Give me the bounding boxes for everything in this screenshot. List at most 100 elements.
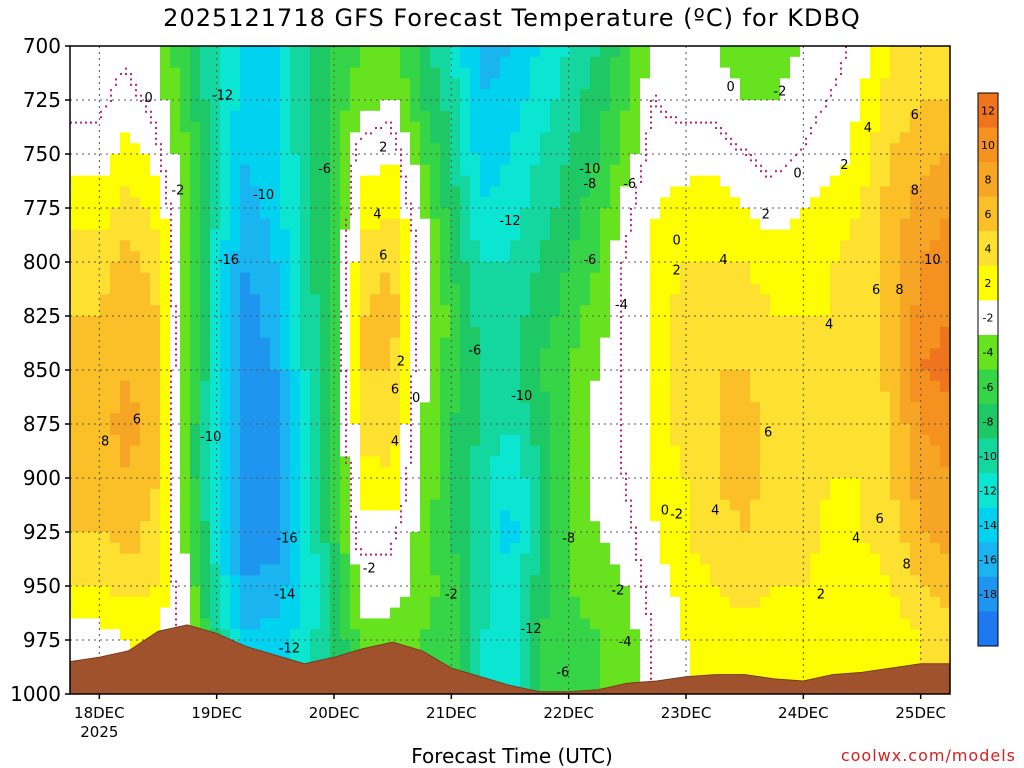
temperature-cell [440, 629, 451, 641]
temperature-cell [370, 467, 381, 479]
temperature-cell [390, 208, 401, 220]
temperature-cell [300, 553, 311, 565]
temperature-cell [770, 521, 781, 533]
temperature-cell [510, 521, 521, 533]
temperature-cell [880, 467, 891, 479]
temperature-cell [380, 413, 391, 425]
temperature-cell [690, 46, 701, 58]
temperature-cell [550, 380, 561, 393]
temperature-cell [530, 391, 541, 403]
temperature-cell [80, 110, 91, 123]
temperature-cell [630, 424, 641, 436]
temperature-cell [400, 132, 411, 144]
temperature-cell [600, 78, 611, 90]
temperature-cell [860, 208, 871, 220]
temperature-cell [210, 240, 221, 252]
temperature-cell [300, 294, 311, 306]
temperature-cell [490, 186, 501, 198]
temperature-cell [790, 283, 801, 295]
temperature-cell [500, 434, 511, 447]
temperature-cell [710, 272, 721, 285]
temperature-cell [800, 89, 811, 101]
temperature-cell [570, 672, 581, 684]
temperature-cell [780, 154, 791, 166]
temperature-cell [780, 316, 791, 328]
temperature-cell [490, 100, 501, 112]
temperature-cell [390, 542, 401, 555]
temperature-cell [200, 154, 211, 166]
temperature-cell [200, 348, 211, 360]
temperature-cell [430, 618, 441, 630]
temperature-cell [690, 499, 701, 511]
temperature-cell [870, 402, 881, 414]
temperature-cell [620, 208, 631, 220]
temperature-cell [110, 456, 121, 468]
temperature-cell [830, 532, 841, 544]
temperature-cell [140, 67, 151, 79]
temperature-cell [660, 596, 671, 609]
temperature-cell [390, 262, 401, 274]
temperature-cell [540, 348, 551, 360]
temperature-cell [220, 618, 231, 630]
temperature-cell [550, 100, 561, 112]
temperature-cell [590, 110, 601, 123]
temperature-cell [780, 132, 791, 144]
temperature-cell [790, 553, 801, 565]
temperature-cell [810, 100, 821, 112]
temperature-cell [240, 132, 251, 144]
temperature-cell [410, 121, 421, 133]
temperature-cell [250, 262, 261, 274]
temperature-cell [650, 467, 661, 479]
temperature-cell [130, 348, 141, 360]
temperature-cell [730, 391, 741, 403]
temperature-cell [560, 532, 571, 544]
temperature-cell [240, 305, 251, 317]
temperature-cell [780, 672, 791, 684]
temperature-cell [190, 553, 201, 565]
temperature-cell [350, 348, 361, 360]
temperature-cell [800, 370, 811, 382]
temperature-cell [730, 175, 741, 187]
temperature-cell [430, 564, 441, 576]
temperature-cell [80, 262, 91, 274]
temperature-cell [460, 434, 471, 447]
temperature-cell [550, 272, 561, 285]
temperature-cell [380, 78, 391, 90]
temperature-cell [310, 348, 321, 360]
temperature-cell [150, 218, 161, 231]
temperature-cell [460, 391, 471, 403]
temperature-cell [210, 456, 221, 468]
temperature-cell [430, 359, 441, 371]
temperature-cell [720, 650, 731, 663]
temperature-cell [720, 499, 731, 511]
temperature-cell [260, 208, 271, 220]
temperature-cell [480, 661, 491, 673]
temperature-cell [460, 262, 471, 274]
temperature-cell [580, 348, 591, 360]
temperature-cell [120, 240, 131, 252]
temperature-cell [530, 521, 541, 533]
temperature-cell [470, 575, 481, 587]
temperature-cell [850, 229, 861, 241]
temperature-cell [410, 564, 421, 576]
temperature-cell [450, 78, 461, 90]
temperature-cell [770, 661, 781, 673]
temperature-cell [340, 467, 351, 479]
temperature-cell [230, 305, 241, 317]
temperature-cell [210, 262, 221, 274]
temperature-cell [80, 175, 91, 187]
temperature-cell [870, 175, 881, 187]
temperature-cell [100, 110, 111, 123]
temperature-cell [790, 208, 801, 220]
temperature-cell [80, 499, 91, 511]
temperature-cell [260, 143, 271, 155]
temperature-cell [580, 305, 591, 317]
temperature-cell [170, 283, 181, 295]
temperature-cell [550, 661, 561, 673]
temperature-cell [140, 391, 151, 403]
temperature-cell [730, 661, 741, 673]
temperature-cell [560, 208, 571, 220]
temperature-cell [110, 208, 121, 220]
temperature-cell [730, 380, 741, 393]
temperature-cell [90, 618, 101, 630]
